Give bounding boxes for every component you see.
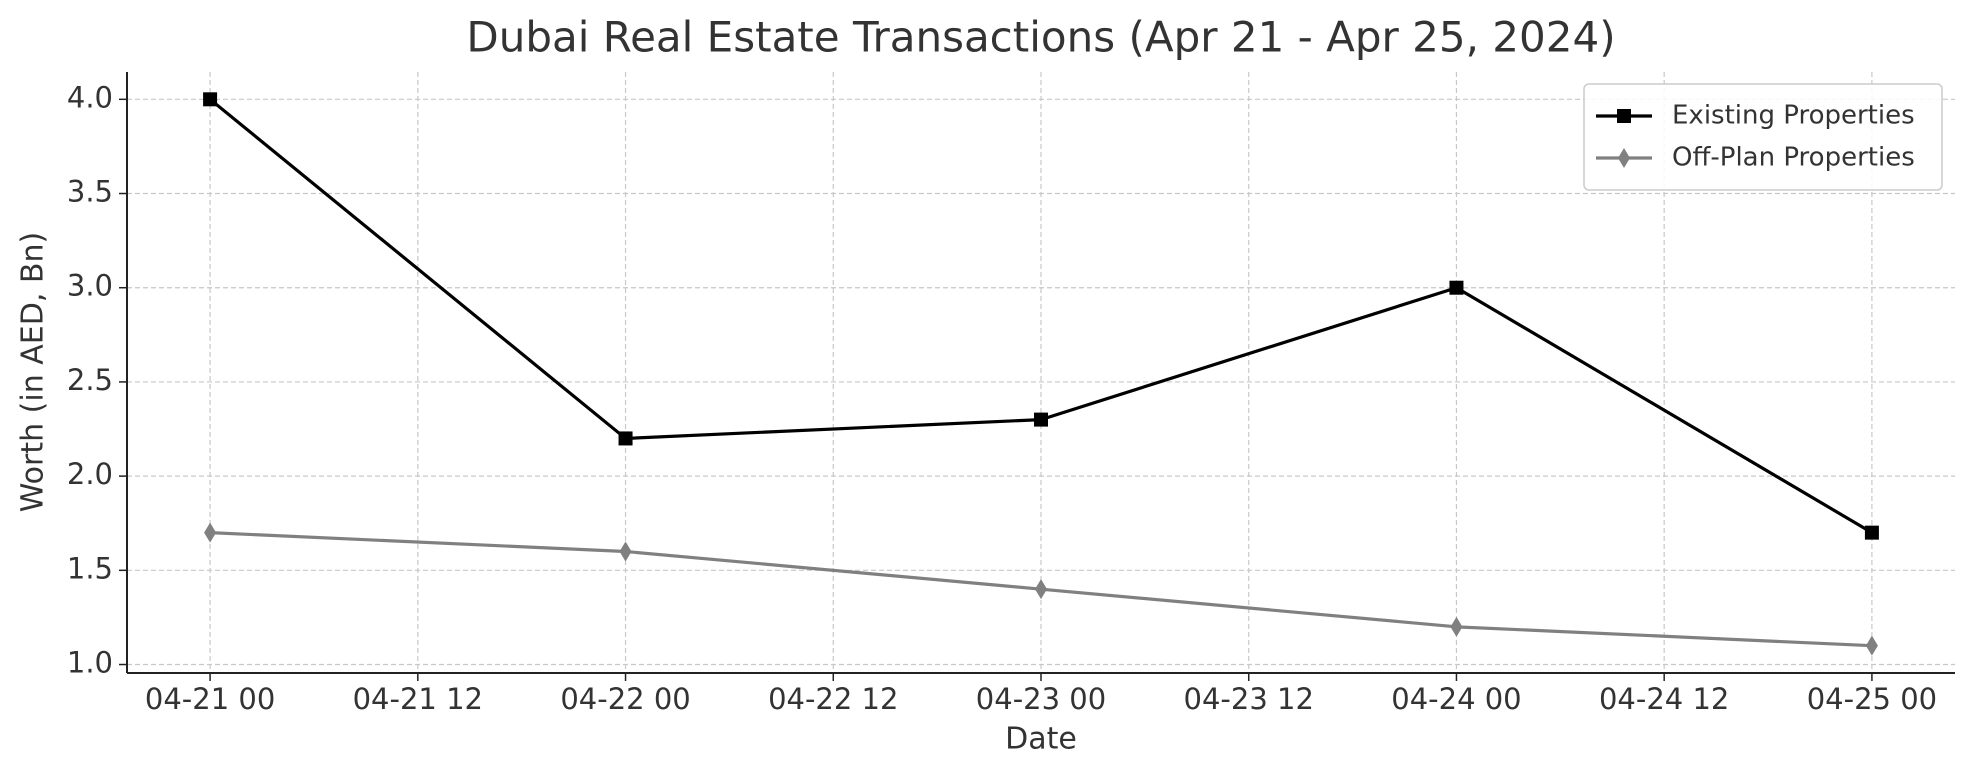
y-tick-label: 1.0 bbox=[67, 646, 113, 680]
legend: Existing Properties Off-Plan Properties bbox=[1583, 83, 1943, 191]
marker bbox=[1618, 148, 1630, 168]
marker bbox=[1450, 616, 1463, 637]
marker bbox=[1034, 412, 1048, 427]
legend-box bbox=[1583, 83, 1943, 191]
marker bbox=[619, 541, 632, 562]
x-tick-label: 04-25 00 bbox=[1807, 682, 1937, 716]
x-tick-label: 04-23 12 bbox=[1184, 682, 1314, 716]
x-tick-label: 04-21 12 bbox=[353, 682, 483, 716]
marker bbox=[1865, 635, 1878, 656]
y-tick-label: 4.0 bbox=[67, 80, 113, 114]
x-tick-label: 04-21 00 bbox=[145, 682, 275, 716]
chart-title: Dubai Real Estate Transactions (Apr 21 -… bbox=[466, 13, 1615, 62]
x-tick-label: 04-24 12 bbox=[1599, 682, 1729, 716]
y-axis-label: Worth (in AED, Bn) bbox=[16, 232, 51, 512]
marker bbox=[1449, 280, 1464, 295]
marker bbox=[618, 431, 633, 446]
x-tick-label: 04-24 00 bbox=[1391, 682, 1521, 716]
y-tick-label: 2.5 bbox=[67, 363, 113, 397]
y-tick-label: 2.0 bbox=[67, 457, 113, 491]
y-tick-label: 3.5 bbox=[67, 175, 113, 209]
marker bbox=[203, 92, 218, 107]
marker bbox=[1035, 579, 1047, 600]
marker bbox=[204, 522, 217, 543]
x-tick-label: 04-22 00 bbox=[560, 682, 690, 716]
marker bbox=[1864, 525, 1879, 540]
y-tick-label: 1.5 bbox=[67, 551, 113, 585]
x-tick-label: 04-22 12 bbox=[768, 682, 898, 716]
legend-label: Existing Properties bbox=[1672, 101, 1915, 131]
y-tick-label: 3.0 bbox=[67, 269, 113, 303]
legend-label: Off-Plan Properties bbox=[1672, 143, 1915, 173]
x-tick-label: 04-23 00 bbox=[976, 682, 1106, 716]
x-axis-label: Date bbox=[1005, 722, 1077, 757]
marker bbox=[1617, 109, 1631, 123]
